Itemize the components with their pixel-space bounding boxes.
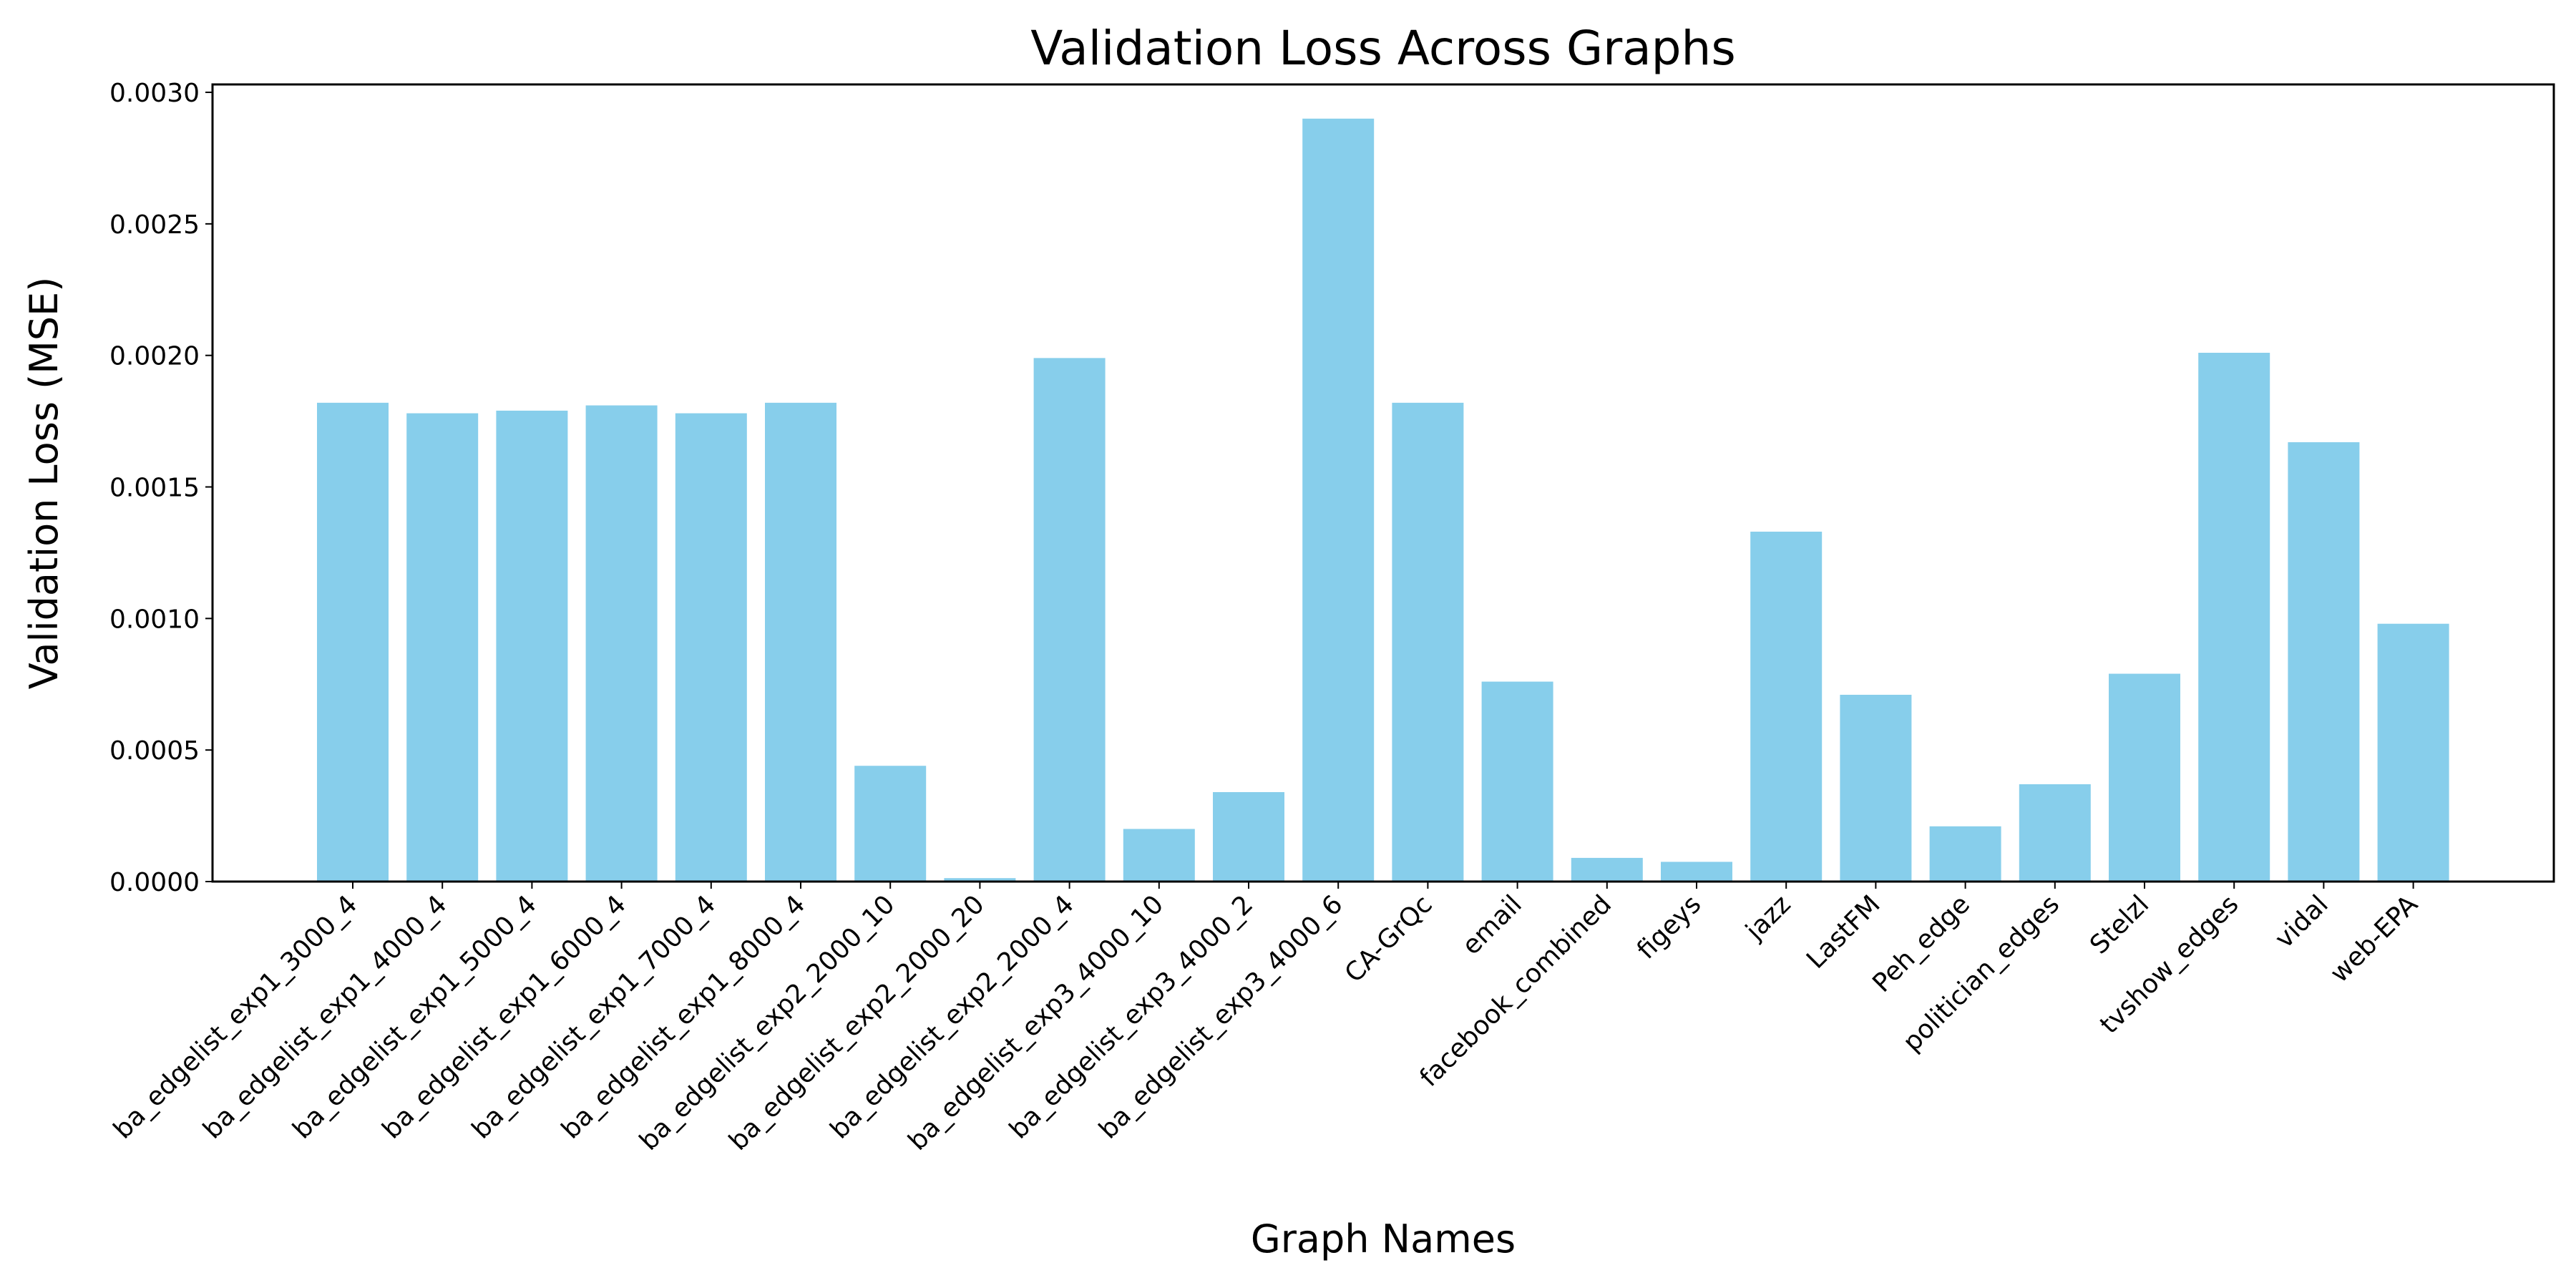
- bar: [944, 878, 1016, 882]
- bars-group: [317, 118, 2449, 882]
- y-axis-title: Validation Loss (MSE): [21, 277, 67, 690]
- x-tick-label: email: [1457, 889, 1528, 960]
- bar: [1661, 862, 1732, 882]
- y-tick-label: 0.0000: [109, 868, 200, 897]
- y-tick-label: 0.0010: [109, 605, 200, 634]
- x-tick-label: vidal: [2270, 889, 2334, 954]
- bar: [1840, 694, 1912, 882]
- bar: [406, 413, 479, 882]
- chart-title: Validation Loss Across Graphs: [1030, 21, 1736, 76]
- x-tick-label: politician_edges: [1898, 889, 2065, 1057]
- y-tick-label: 0.0030: [109, 79, 200, 108]
- bar: [854, 766, 927, 882]
- plot-area-frame: [211, 83, 2555, 883]
- bar: [496, 410, 568, 882]
- bar: [2019, 784, 2091, 882]
- bar: [1033, 358, 1106, 882]
- bar: [1302, 118, 1375, 882]
- bar: [2377, 623, 2449, 882]
- bar: [1571, 857, 1643, 882]
- bar: [1123, 829, 1195, 882]
- x-tick-label: CA-GrQc: [1340, 889, 1438, 988]
- bar: [585, 405, 658, 882]
- bar: [1213, 791, 1284, 882]
- y-tick-label: 0.0020: [109, 342, 200, 371]
- x-axis-ticks: ba_edgelist_exp1_3000_4ba_edgelist_exp1_…: [108, 882, 2424, 1156]
- y-tick-label: 0.0015: [109, 474, 200, 503]
- y-axis-ticks: 0.0000 0.0005 0.0010 0.0015 0.0020 0.0025 0.00…: [109, 79, 213, 897]
- bar: [2198, 353, 2270, 882]
- bar: [1392, 402, 1464, 882]
- y-tick-label: 0.0025: [109, 210, 200, 240]
- bar: [2288, 442, 2360, 882]
- bar: [1929, 826, 2001, 882]
- x-axis-title: Graph Names: [1251, 1216, 1516, 1262]
- bar: [1750, 532, 1823, 882]
- x-tick-label: Stelzl: [2084, 889, 2155, 960]
- bar: [765, 402, 836, 882]
- x-tick-label: web-EPA: [2325, 889, 2424, 988]
- bar: [2109, 673, 2180, 882]
- x-tick-label: jazz: [1740, 889, 1796, 946]
- x-tick-label: figeys: [1631, 889, 1707, 965]
- x-tick-label: LastFM: [1801, 889, 1886, 975]
- bar: [675, 413, 747, 882]
- y-tick-label: 0.0005: [109, 736, 200, 766]
- bar: [1481, 681, 1553, 882]
- bar: [317, 402, 389, 882]
